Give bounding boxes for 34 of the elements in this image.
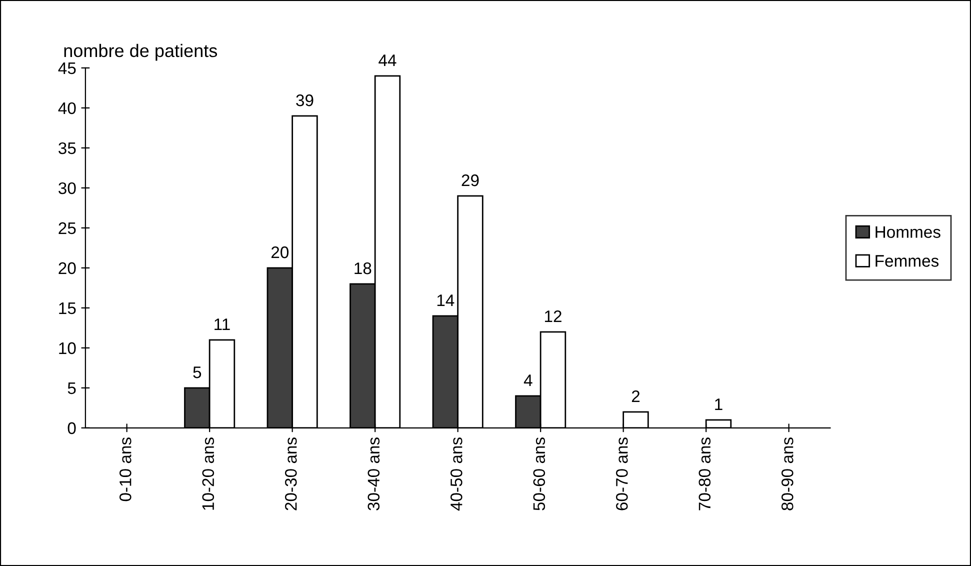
data-label: 1 (715, 398, 722, 410)
data-label: 4 (524, 374, 532, 386)
x-tick-label: 30-40 ans (368, 438, 380, 510)
y-tick-label: 5 (68, 382, 76, 394)
y-tick-label: 25 (58, 222, 76, 234)
y-tick-label: 45 (58, 62, 76, 74)
data-label: 18 (354, 262, 372, 274)
x-tick-label: 80-90 ans (782, 438, 794, 510)
data-label: 11 (214, 318, 230, 330)
data-label: 39 (296, 94, 314, 106)
legend-label: Hommes (876, 226, 940, 238)
y-tick-label: 30 (58, 182, 76, 194)
data-label: 14 (437, 294, 454, 306)
y-tick-label: 40 (58, 102, 76, 114)
data-label: 2 (632, 390, 640, 402)
x-tick-label: 60-70 ans (616, 438, 628, 510)
y-tick-label: 15 (59, 302, 76, 314)
x-tick-label: 20-30 ans (284, 438, 297, 510)
y-axis-title: nombre de patients (64, 44, 218, 61)
data-label: 20 (271, 246, 289, 258)
data-label: 44 (378, 54, 396, 66)
y-tick-label: 10 (59, 342, 76, 354)
x-tick-label: 10-20 ans (202, 438, 214, 510)
data-label: 29 (462, 174, 479, 186)
x-tick-label: 50-60 ans (533, 438, 546, 510)
data-label: 5 (193, 366, 202, 378)
data-label: 12 (544, 310, 562, 322)
x-tick-label: 70-80 ans (698, 438, 711, 510)
legend-label: Femmes (876, 255, 939, 267)
y-tick-label: 20 (58, 262, 76, 274)
x-tick-label: 40-50 ans (450, 438, 462, 511)
y-tick-label: 35 (58, 142, 76, 154)
y-tick-label: 0 (68, 422, 76, 434)
x-tick-label: 0-10 ans (119, 438, 132, 502)
